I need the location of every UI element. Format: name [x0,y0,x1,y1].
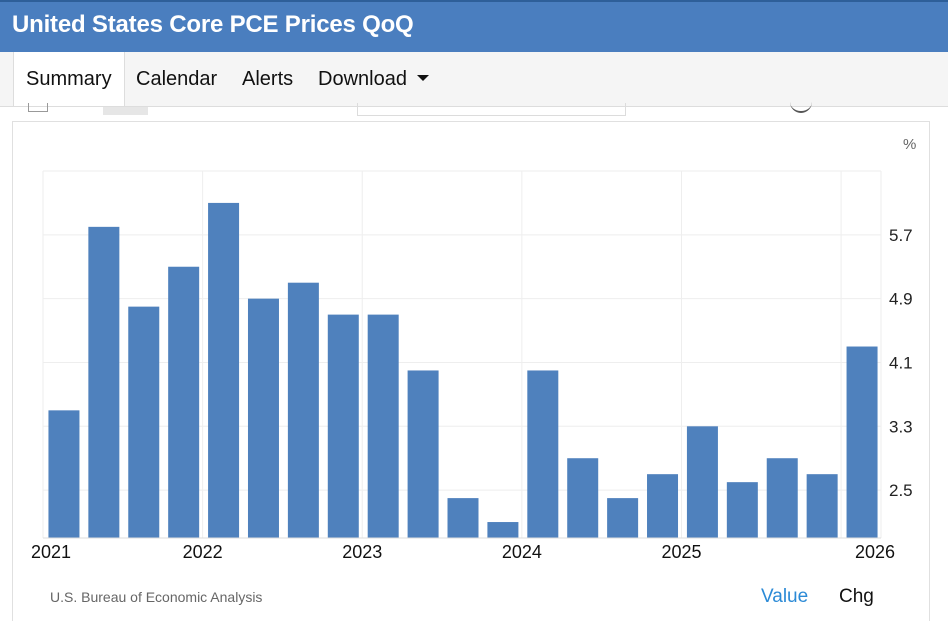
bar [88,226,120,538]
bar [168,266,200,538]
bar [647,474,679,538]
tab-summary[interactable]: Summary [13,52,125,106]
chart: 2.5 3.3 4.1 4.9 5.7% 2021 2022 2023 2024 2025 2026 [31,136,916,562]
tab-download[interactable]: Download [318,52,429,106]
toolbar-strip [0,103,948,121]
bar [208,202,240,539]
y-tick-label: 3.3 [889,417,913,436]
bar [367,314,399,538]
x-tick-label: 2025 [661,542,701,562]
bar [686,426,718,538]
y-tick-label: 4.9 [889,290,913,309]
caret-down-icon [416,74,429,81]
bar [247,298,279,538]
bar [447,498,479,538]
bar [567,458,599,538]
bar [327,314,359,538]
value-toggle[interactable]: Value [761,586,809,607]
chg-toggle[interactable]: Chg [839,586,874,607]
bar [48,410,80,538]
checkbox-control[interactable] [28,103,48,112]
bar [806,474,838,538]
loading-icon [790,101,812,113]
bar [487,522,519,538]
bar [287,282,319,538]
x-tick-label: 2022 [183,542,223,562]
x-tick-label: 2023 [342,542,382,562]
bar [846,346,878,538]
bar [128,306,160,538]
bar [607,498,639,538]
title-bar: United States Core PCE Prices QoQ [0,0,948,52]
page-title: United States Core PCE Prices QoQ [12,11,414,38]
toolbar-button[interactable] [103,107,148,115]
y-tick-label: 5.7 [889,226,913,245]
tab-download-label: Download [318,68,407,90]
bar [527,370,559,538]
x-tick-label: 2021 [31,542,71,562]
x-tick-label: 2024 [502,542,542,562]
chart-panel: 2.5 3.3 4.1 4.9 5.7% 2021 2022 2023 2024 2025 2026 [12,121,930,621]
bar [726,482,758,538]
tab-alerts[interactable]: Alerts [242,68,294,90]
tab-bar: Summary Calendar Alerts Download [0,52,948,107]
x-tick-label: 2026 [855,542,895,562]
source-note: U.S. Bureau of Economic Analysis [50,589,263,605]
tab-calendar[interactable]: Calendar [136,68,218,90]
toolbar-select[interactable] [357,103,626,116]
y-tick-label: 2.5 [889,481,913,500]
y-tick-label: 4.1 [889,353,913,372]
bar [407,370,439,538]
unit-label: % [903,136,916,153]
bar [766,458,798,538]
